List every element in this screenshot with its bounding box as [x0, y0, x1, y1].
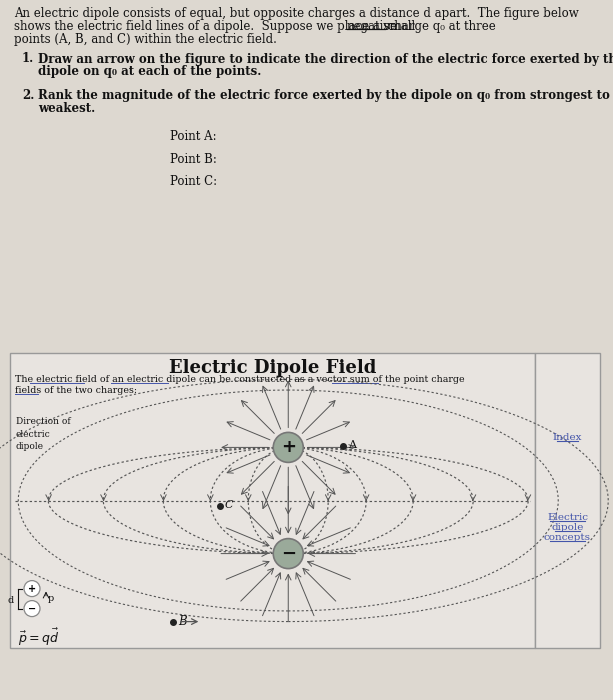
Text: negative: negative [346, 20, 397, 33]
Text: charge q₀ at three: charge q₀ at three [384, 20, 497, 33]
Circle shape [24, 580, 40, 596]
Text: −: − [281, 545, 296, 563]
Text: d: d [8, 596, 14, 605]
Text: 2.: 2. [22, 89, 34, 102]
Text: fields of the two charges:: fields of the two charges: [15, 386, 137, 395]
Text: Rank the magnitude of the electric force exerted by the dipole on q₀ from strong: Rank the magnitude of the electric force… [38, 89, 610, 102]
Circle shape [24, 601, 40, 617]
Bar [10, 353, 535, 648]
Text: A: A [348, 440, 356, 451]
Text: 1.: 1. [22, 52, 34, 66]
Text: Index: Index [553, 433, 582, 442]
Text: C: C [224, 500, 233, 510]
Circle shape [273, 433, 303, 463]
Text: An electric dipole consists of equal, but opposite charges a distance d apart.  : An electric dipole consists of equal, bu… [14, 7, 579, 20]
Text: Direction of
electric
dipole: Direction of electric dipole [16, 417, 70, 452]
Text: Draw an arrow on the figure to indicate the direction of the electric force exer: Draw an arrow on the figure to indicate … [38, 52, 613, 66]
Text: −: − [28, 603, 36, 614]
Circle shape [273, 538, 303, 568]
Text: concepts: concepts [544, 533, 591, 542]
Text: The electric field of an electric dipole can be constructed as a vector sum of t: The electric field of an electric dipole… [15, 375, 465, 384]
Text: shows the electric field lines of a dipole.  Suppose we place a small: shows the electric field lines of a dipo… [14, 20, 419, 33]
Text: +: + [28, 584, 36, 594]
Text: dipole on q₀ at each of the points.: dipole on q₀ at each of the points. [38, 66, 261, 78]
Text: points (A, B, and C) within the electric field.: points (A, B, and C) within the electric… [14, 33, 277, 46]
Text: Point C:: Point C: [170, 175, 217, 188]
Text: +: + [281, 438, 295, 456]
Text: Point B:: Point B: [170, 153, 217, 166]
Text: $\vec{p} = q\vec{d}$: $\vec{p} = q\vec{d}$ [18, 626, 59, 648]
Text: p: p [48, 594, 54, 603]
Bar [535, 353, 600, 648]
Text: Electric: Electric [547, 513, 588, 522]
Text: Electric Dipole Field: Electric Dipole Field [169, 359, 376, 377]
Text: dipole: dipole [551, 523, 584, 532]
Text: Point A:: Point A: [170, 130, 216, 143]
Text: B: B [178, 615, 187, 628]
Text: weakest.: weakest. [38, 102, 95, 115]
